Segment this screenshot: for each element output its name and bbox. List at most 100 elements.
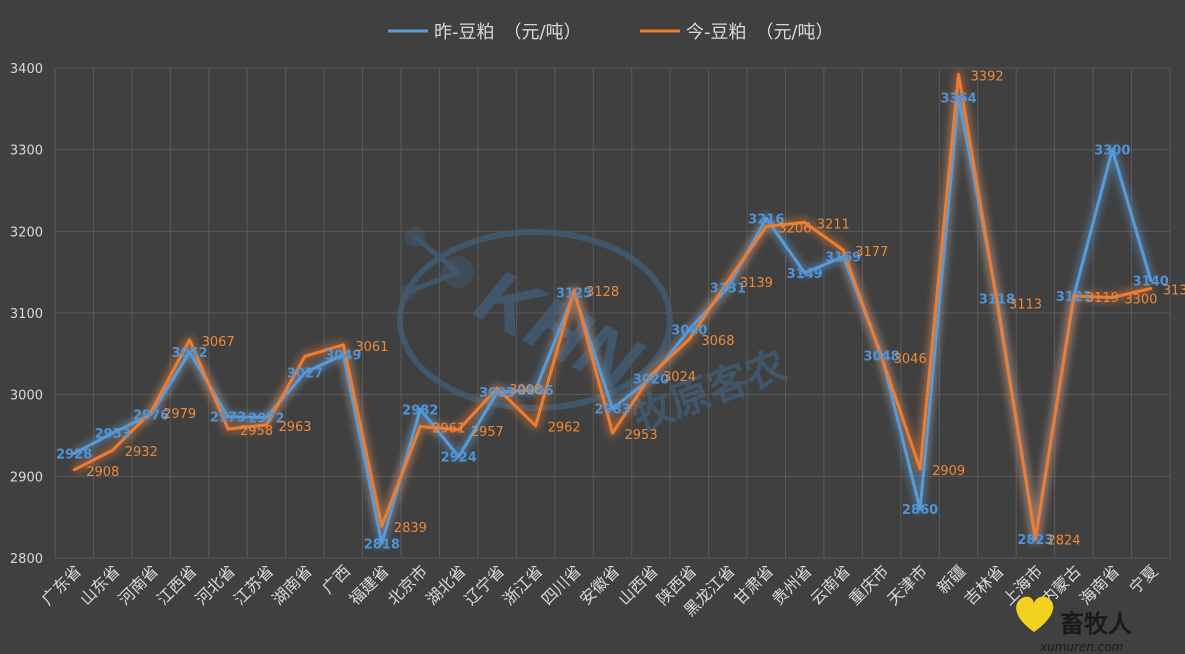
data-label-today: 3206 — [778, 221, 811, 236]
point-today — [572, 288, 576, 292]
data-label-today: 3119 — [1086, 291, 1119, 306]
point-today — [611, 431, 614, 435]
data-label-yesterday: 2976 — [133, 408, 169, 423]
x-tick-label: 安徽省 — [576, 561, 623, 608]
x-tick-label: 河南省 — [115, 561, 162, 608]
y-tick-label: 3100 — [10, 307, 43, 322]
x-tick-label: 吉林省 — [960, 561, 1007, 608]
x-tick-label: 江苏省 — [230, 561, 277, 608]
data-label-yesterday: 3149 — [787, 267, 823, 282]
data-label-yesterday: 3006 — [518, 384, 554, 399]
point-yesterday — [918, 507, 922, 511]
data-label-today: 2909 — [932, 464, 965, 479]
x-tick-label: 北京市 — [384, 561, 431, 608]
data-label-yesterday: 3027 — [287, 367, 323, 382]
y-axis: 2800 2900 3000 3100 3200 3300 3400 — [10, 62, 43, 567]
point-yesterday — [418, 407, 422, 411]
y-tick-label: 3400 — [10, 62, 43, 77]
heart-icon — [1016, 596, 1054, 632]
legend-label-today: 今-豆粕 （元/吨） — [686, 22, 834, 43]
svg-text:牧原客农: 牧原客农 — [626, 343, 792, 441]
data-label-yesterday: 2982 — [402, 403, 438, 418]
brand-url: xumuren.com — [1039, 640, 1123, 654]
point-today — [880, 355, 884, 359]
data-label-yesterday: 3169 — [825, 251, 861, 266]
data-label-today: 3061 — [355, 340, 388, 355]
data-label-today: 2979 — [163, 407, 196, 422]
data-label-today: 2958 — [240, 424, 273, 439]
data-label-today: 2908 — [86, 465, 119, 480]
x-tick-label: 重庆市 — [845, 561, 892, 608]
point-yesterday — [380, 541, 384, 545]
x-tick-label: 江西省 — [153, 561, 200, 608]
data-label-today: 2963 — [278, 420, 311, 435]
data-label-today: 3300 — [1124, 292, 1157, 307]
y-tick-label: 2900 — [10, 470, 43, 485]
point-today — [1033, 536, 1037, 540]
data-label-today: 2962 — [548, 421, 581, 436]
point-today — [341, 343, 345, 347]
point-today — [1110, 295, 1114, 299]
data-label-today: 2839 — [394, 521, 427, 536]
data-label-yesterday: 3364 — [940, 91, 976, 106]
data-label-today: 3008 — [509, 383, 542, 398]
point-today — [264, 423, 268, 427]
x-tick-label: 辽宁省 — [461, 561, 508, 608]
x-tick-label: 河北省 — [191, 561, 238, 608]
data-label-yesterday: 3052 — [171, 346, 207, 361]
data-label-yesterday: 3049 — [325, 349, 361, 364]
data-label-yesterday: 3131 — [710, 282, 746, 297]
point-today — [226, 427, 230, 431]
brand-logo: 畜牧人 xumuren.com — [1016, 596, 1132, 654]
point-today — [764, 224, 768, 228]
point-today — [188, 338, 192, 342]
point-today — [495, 386, 499, 390]
data-label-today: 3211 — [817, 217, 850, 232]
point-today — [1149, 287, 1153, 290]
point-today — [149, 410, 153, 414]
point-today — [111, 448, 115, 452]
y-tick-label: 3200 — [10, 225, 43, 240]
point-yesterday — [764, 216, 768, 220]
y-tick-label: 3300 — [10, 144, 43, 159]
y-tick-label: 2800 — [10, 552, 43, 567]
x-tick-label: 贵州省 — [768, 561, 815, 608]
data-label-today: 2961 — [432, 422, 465, 437]
data-label-yesterday: 3300 — [1094, 144, 1130, 159]
point-today — [918, 467, 922, 471]
x-tick-label: 湖北省 — [422, 561, 469, 608]
point-yesterday — [1149, 278, 1153, 282]
point-today — [803, 220, 807, 224]
data-label-today: 3139 — [740, 276, 773, 291]
data-label-yesterday: 3125 — [556, 287, 592, 302]
point-yesterday — [534, 388, 538, 392]
point-yesterday — [611, 407, 614, 411]
x-tick-label: 山西省 — [614, 561, 661, 608]
data-label-yesterday: 2928 — [56, 447, 92, 462]
data-label-today: 3068 — [701, 334, 734, 349]
data-label-yesterday: 3020 — [633, 372, 669, 387]
data-label-yesterday: 3121 — [1056, 290, 1092, 305]
data-label-today: 2932 — [125, 445, 158, 460]
point-yesterday — [226, 415, 230, 419]
point-yesterday — [303, 371, 307, 375]
point-today — [957, 73, 961, 77]
point-today — [303, 354, 307, 358]
series-lines — [72, 70, 1156, 548]
data-label-today: 3392 — [971, 70, 1004, 85]
x-tick-label: 浙江省 — [499, 561, 546, 608]
data-label-yesterday: 2818 — [364, 537, 400, 552]
x-tick-label: 海南省 — [1076, 561, 1123, 608]
data-label-yesterday: 3216 — [748, 212, 784, 227]
data-label-today: 3067 — [202, 335, 235, 350]
data-label-yesterday: 3003 — [479, 386, 515, 401]
data-label-yesterday: 3048 — [864, 349, 900, 364]
point-today — [841, 248, 845, 252]
x-tick-label: 甘肃省 — [730, 561, 777, 608]
point-yesterday — [264, 416, 268, 420]
point-yesterday — [495, 390, 499, 394]
x-tick-label: 山东省 — [76, 561, 123, 608]
y-tick-label: 3000 — [10, 389, 43, 404]
